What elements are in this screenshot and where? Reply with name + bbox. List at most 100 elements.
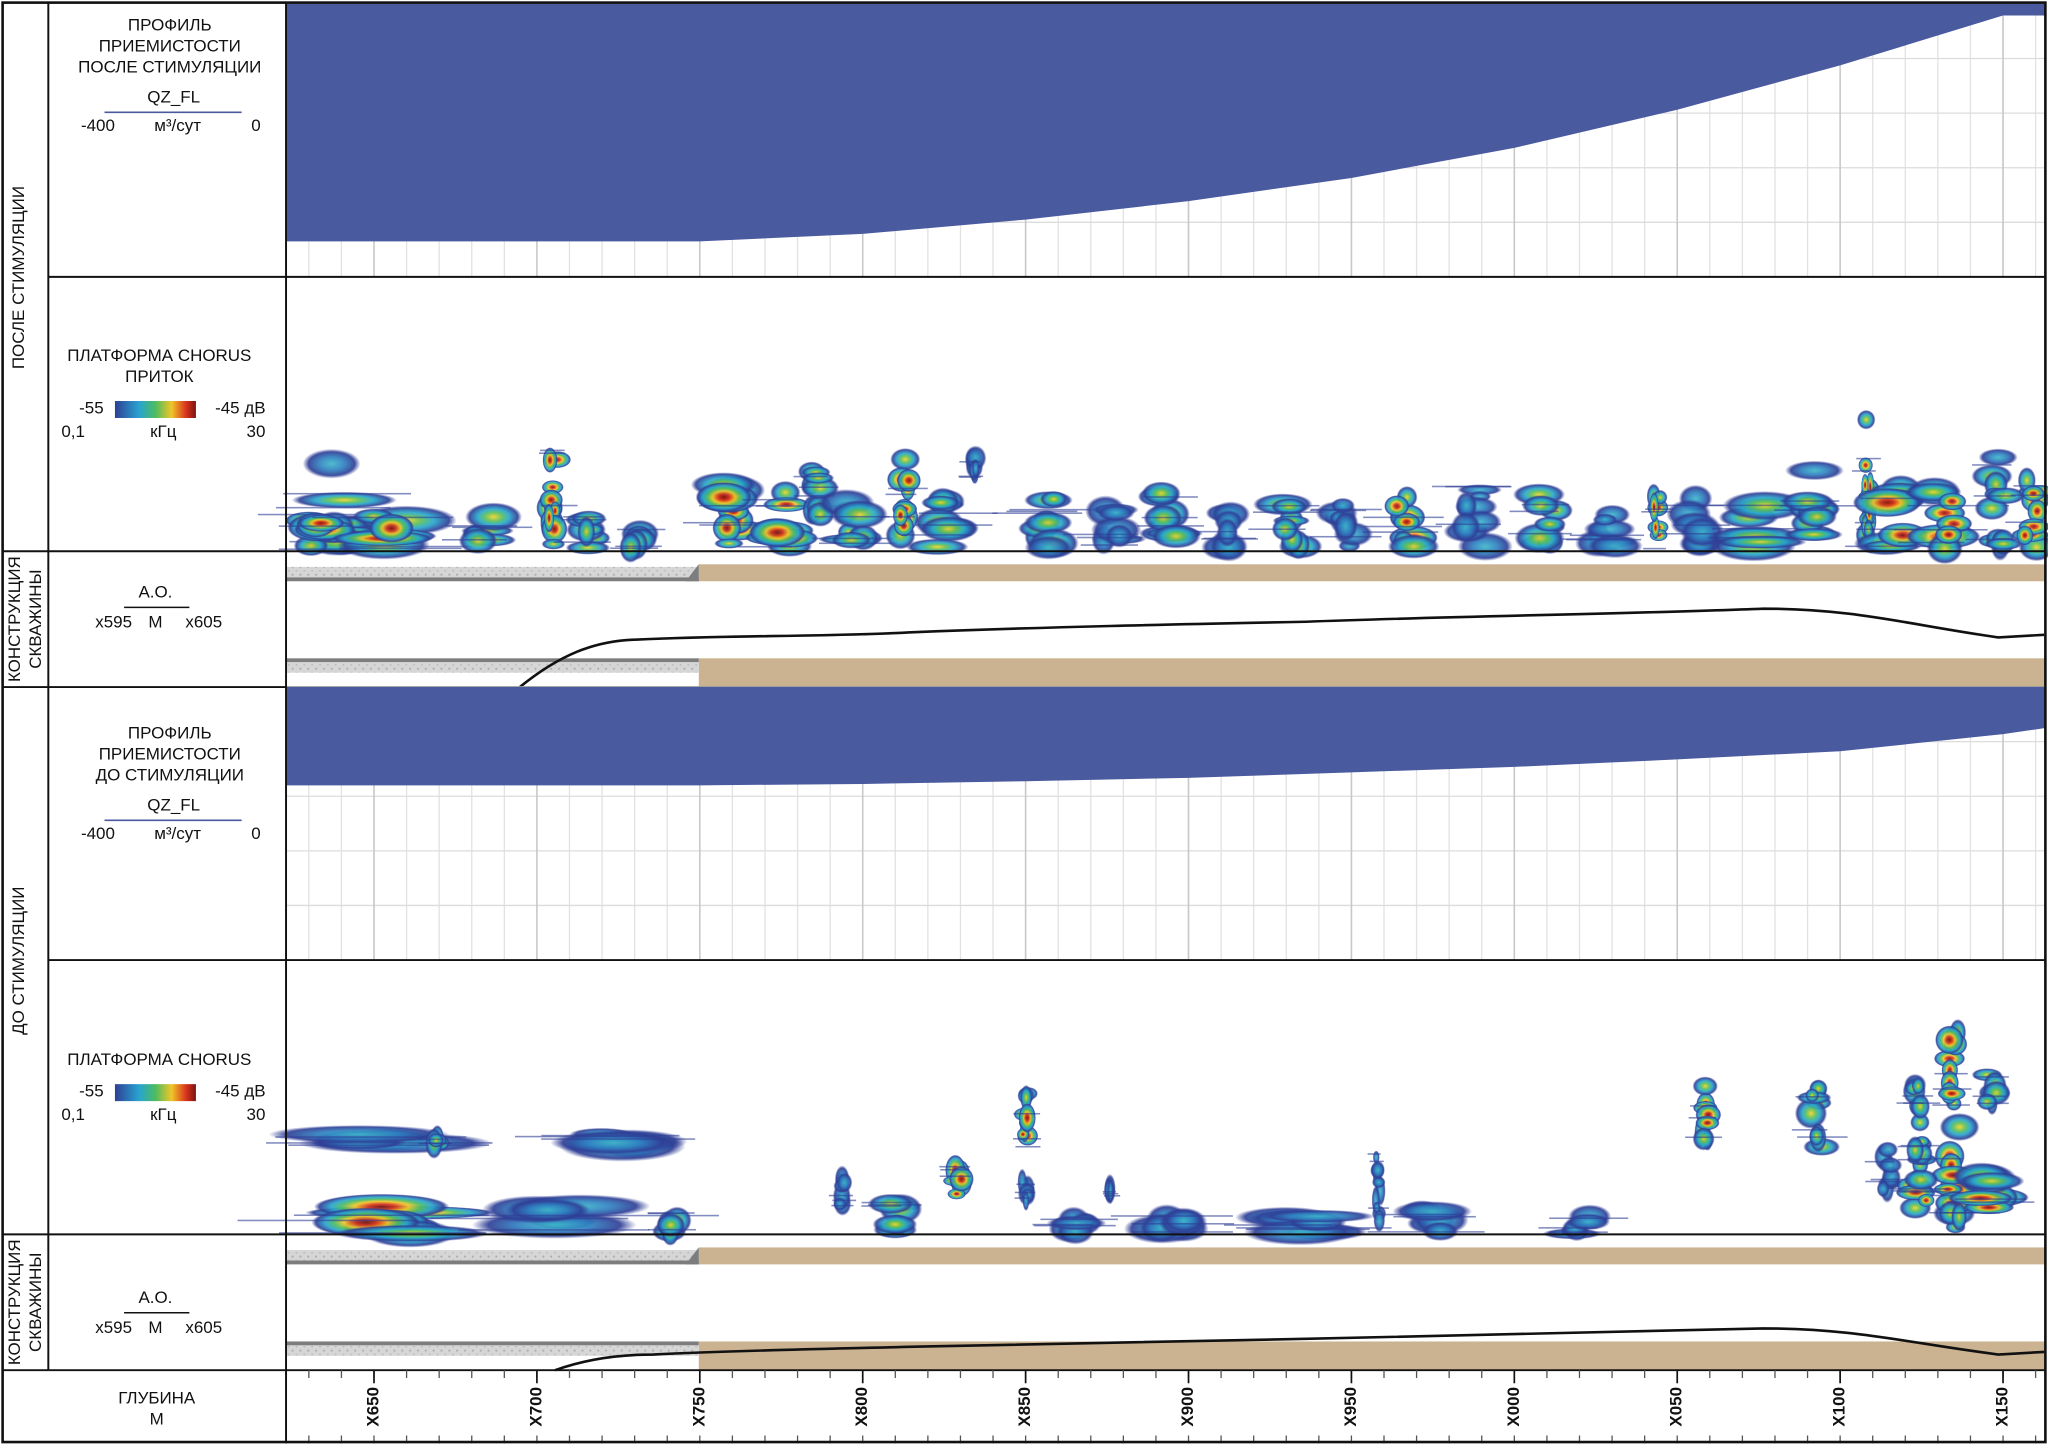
- x-tick-label: X000: [1504, 1387, 1523, 1427]
- spectrogram-streak: [561, 518, 607, 521]
- side-label: СКВАЖИНЫ: [26, 569, 45, 668]
- spectrogram-streak: [1013, 1112, 1041, 1115]
- spectrogram-streak: [1898, 541, 1965, 544]
- spectrogram-blob: [872, 1214, 918, 1235]
- spectrogram-streak: [430, 1217, 629, 1220]
- spectrogram-streak: [2013, 485, 2047, 487]
- track-title: ПОСЛЕ СТИМУЛЯЦИИ: [78, 57, 261, 76]
- spectrogram-streak: [915, 524, 993, 526]
- spectrogram-streak: [861, 1205, 902, 1207]
- spectrogram-streak: [699, 504, 784, 507]
- spectrogram-blob: [830, 500, 888, 529]
- spectrogram-streak: [818, 542, 897, 545]
- spectrogram-streak: [538, 452, 566, 454]
- formation: [698, 658, 2046, 688]
- scale-max: x605: [185, 613, 222, 632]
- spectrogram-streak: [1645, 508, 1675, 510]
- freq-unit: кГц: [150, 422, 177, 441]
- spectrogram-streak: [1865, 1180, 1902, 1183]
- spectrogram-streak: [1845, 545, 1935, 548]
- spectrogram-streak: [793, 475, 828, 478]
- spectrogram-streak: [1892, 1188, 1948, 1190]
- spectrogram-blob: [802, 472, 835, 484]
- curve-name: QZ_FL: [147, 795, 200, 814]
- spectrogram-blob: [1371, 1176, 1386, 1189]
- spectrogram-streak: [885, 493, 917, 496]
- spectrogram-blob: [1808, 1125, 1825, 1147]
- freq-unit: кГц: [150, 1105, 177, 1124]
- scale-unit: M: [148, 1318, 162, 1337]
- spectrogram-streak: [1141, 516, 1198, 519]
- side-label: СКВАЖИНЫ: [26, 1253, 45, 1352]
- freq-max: 30: [247, 1105, 266, 1124]
- spectrogram-blob: [1805, 1088, 1820, 1103]
- casing: [286, 1250, 699, 1261]
- spectrogram-blob: [1259, 1209, 1376, 1223]
- spectrogram-blob: [1046, 1216, 1107, 1231]
- spectrogram-streak: [541, 1138, 696, 1140]
- spectrogram-streak: [514, 1135, 654, 1138]
- spectrogram-blob: [1151, 524, 1201, 549]
- spectrogram-streak: [1860, 497, 1924, 500]
- spectrogram-streak: [1110, 1215, 1233, 1217]
- spectrogram-streak: [1245, 1228, 1370, 1230]
- panel: ПОСЛЕ СТИМУЛЯЦИИ КОНСТРУКЦИЯ СКВАЖИНЫ ПРОФИ…: [2, 3, 2048, 689]
- spectrogram-blob: [971, 458, 980, 479]
- color-bar: [114, 1084, 196, 1102]
- spectrogram-blob: [1096, 504, 1135, 522]
- spectrogram-streak: [1102, 1190, 1116, 1193]
- spectrogram-streak: [1973, 495, 2016, 497]
- casing: [286, 662, 699, 673]
- spectrogram-streak: [1362, 531, 1439, 533]
- track-title: ПРИТОК: [125, 367, 194, 386]
- spectrogram-streak: [1040, 1218, 1118, 1221]
- spectrogram-streak: [279, 1232, 486, 1234]
- spectrogram-streak: [879, 516, 915, 518]
- spectrogram-blob: [833, 1197, 847, 1211]
- spectrogram-blob: [748, 517, 806, 548]
- spectrogram-streak: [1708, 504, 1798, 507]
- spectrogram-streak: [1015, 1145, 1041, 1148]
- spectrogram-streak: [1851, 470, 1876, 472]
- spectrogram-blob: [1934, 525, 1963, 545]
- spectrogram-streak: [1569, 534, 1645, 537]
- curve-name: A.O.: [138, 1288, 172, 1307]
- spectrogram-streak: [2005, 521, 2044, 524]
- spectrogram-streak: [1856, 457, 1881, 460]
- spectrogram-streak: [539, 449, 565, 452]
- spectrogram-streak: [1870, 1178, 1904, 1181]
- well-path: [554, 1327, 2045, 1372]
- spectrogram: [257, 409, 2048, 565]
- spectrogram-blob: [1951, 1201, 1968, 1232]
- spectrogram-blob: [1023, 511, 1073, 534]
- spectrogram-streak: [1791, 1129, 1828, 1131]
- spectrogram-blob: [1959, 1171, 2025, 1191]
- spectrogram-blob: [1521, 495, 1560, 517]
- spectrogram-streak: [1657, 504, 1724, 507]
- spectrogram-streak: [278, 548, 353, 551]
- spectrogram-blob: [1141, 481, 1181, 506]
- spectrogram-streak: [1076, 536, 1143, 539]
- scale-min: -400: [81, 824, 115, 843]
- spectrogram-blob: [1105, 524, 1133, 548]
- spectrogram-blob: [427, 1132, 444, 1148]
- spectrogram-streak: [1223, 1224, 1332, 1226]
- spectrogram-blob: [1911, 1077, 1925, 1095]
- scale-min: -55: [79, 398, 104, 417]
- spectrogram-blob: [1852, 487, 1922, 518]
- spectrogram-blob: [1216, 517, 1239, 548]
- x-tick-label: X050: [1667, 1387, 1686, 1427]
- spectrogram-blob: [1024, 535, 1072, 560]
- spectrogram-blob: [892, 504, 909, 527]
- spectrogram-streak: [1142, 496, 1198, 498]
- spectrogram-streak: [541, 1134, 680, 1137]
- freq-max: 30: [247, 422, 266, 441]
- spectrogram-streak: [257, 513, 356, 516]
- well-path: [519, 607, 2045, 689]
- curve-name: A.O.: [138, 582, 172, 601]
- scale-max: -45 дВ: [215, 1081, 265, 1100]
- spectrogram-streak: [1393, 1215, 1476, 1218]
- spectrogram-blob: [1692, 1127, 1715, 1151]
- spectrogram-blob: [1714, 535, 1807, 549]
- spectrogram-streak: [1780, 500, 1840, 502]
